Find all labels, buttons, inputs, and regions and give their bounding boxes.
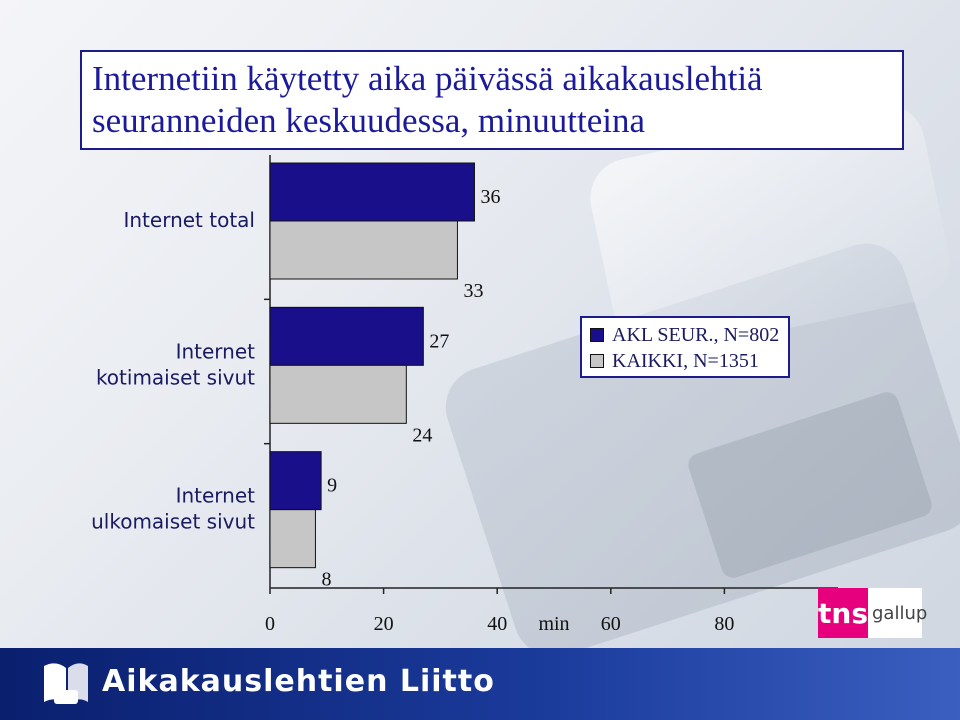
x-tick-label: 0 bbox=[265, 613, 275, 635]
x-tick-label: 40 bbox=[487, 613, 507, 635]
legend-swatch-akl bbox=[590, 328, 604, 342]
x-tick-label: 20 bbox=[374, 613, 394, 635]
legend-label-kaikki: KAIKKI, N=1351 bbox=[612, 349, 759, 372]
chart-title: Internetiin käytetty aika päivässä aikak… bbox=[92, 59, 763, 140]
category-label: kotimaiset sivut bbox=[96, 365, 255, 389]
legend-label-akl: AKL SEUR., N=802 bbox=[612, 323, 780, 346]
bar-kaikki bbox=[269, 220, 458, 280]
data-label: 33 bbox=[463, 280, 483, 302]
data-label: 8 bbox=[321, 569, 331, 591]
data-label: 27 bbox=[429, 330, 449, 352]
bar-akl bbox=[269, 162, 475, 222]
gallup-logo-text: gallup bbox=[871, 602, 928, 624]
legend: AKL SEUR., N=802 KAIKKI, N=1351 bbox=[580, 316, 790, 378]
category-label: Internet bbox=[176, 484, 256, 508]
legend-item-akl: AKL SEUR., N=802 bbox=[590, 322, 780, 348]
publisher-logo-icon bbox=[44, 663, 88, 704]
publisher-name: Aikakauslehtien Liitto bbox=[102, 664, 495, 699]
footer-banner: Aikakauslehtien Liitto bbox=[0, 648, 960, 720]
category-label: Internet bbox=[176, 339, 256, 363]
legend-swatch-kaikki bbox=[590, 354, 604, 368]
bar-kaikki bbox=[269, 509, 316, 569]
legend-item-kaikki: KAIKKI, N=1351 bbox=[590, 348, 780, 374]
category-label: ulkomaiset sivut bbox=[91, 510, 255, 534]
x-tick-label: 80 bbox=[714, 613, 734, 635]
category-label: Internet total bbox=[123, 208, 255, 232]
bar-akl bbox=[269, 306, 424, 366]
bar-kaikki bbox=[269, 364, 407, 424]
data-label: 36 bbox=[480, 186, 500, 208]
data-label: 9 bbox=[327, 475, 337, 497]
x-tick-label: 60 bbox=[601, 613, 621, 635]
tns-logo-mark: tns bbox=[818, 588, 868, 638]
x-axis-unit-label: min bbox=[538, 613, 569, 635]
title-box: Internetiin käytetty aika päivässä aikak… bbox=[80, 50, 904, 150]
tns-gallup-logo: tns gallup bbox=[818, 588, 927, 638]
bar-akl bbox=[269, 451, 322, 511]
data-label: 24 bbox=[412, 424, 432, 446]
